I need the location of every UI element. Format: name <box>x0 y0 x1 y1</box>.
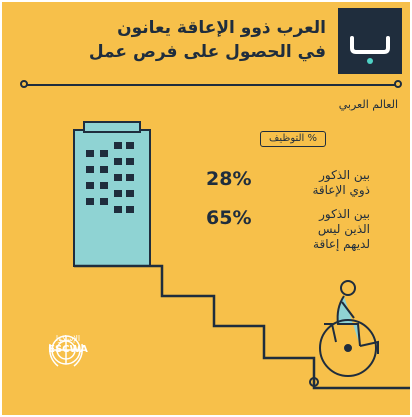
divider-dot-right <box>394 80 402 88</box>
stat-value-1: 28% <box>206 168 252 190</box>
divider-line <box>24 84 400 86</box>
stat-label-1-line-2: ذوي الإعاقة <box>312 183 370 197</box>
stat-label-1: بين الذكور ذوي الإعاقة <box>312 168 370 198</box>
letter-ba-logo-icon <box>350 36 390 64</box>
stairs-line <box>74 264 410 390</box>
headline-line-2: في الحصول على فرص عمل <box>88 42 326 62</box>
brand-logo <box>338 8 402 74</box>
headline: العرب ذوو الإعاقة يعانون في الحصول على ف… <box>26 16 326 64</box>
escwa-logo: الإسكوا ESCWA <box>40 334 96 356</box>
stat-label-2-line-3: لديهم إعاقة <box>313 237 370 251</box>
divider-dot-left <box>20 80 28 88</box>
escwa-logo-arabic: الإسكوا <box>55 334 81 343</box>
stat-label-1-line-1: بين الذكور <box>319 168 370 182</box>
employment-pill: % التوظيف <box>260 131 326 147</box>
headline-line-1: العرب ذوو الإعاقة يعانون <box>117 18 326 38</box>
un-emblem-icon <box>48 335 84 367</box>
wheelchair-user-icon <box>309 280 379 387</box>
building-icon <box>73 121 151 267</box>
stat-label-2-line-2: الذين ليس <box>317 222 370 236</box>
stat-label-2-line-1: بين الذكور <box>319 207 370 221</box>
escwa-logo-english: ESCWA <box>48 344 88 355</box>
category-label: العالم العربي <box>338 98 398 111</box>
stat-value-2: 65% <box>206 207 252 229</box>
stat-label-2: بين الذكور الذين ليس لديهم إعاقة <box>313 207 370 252</box>
